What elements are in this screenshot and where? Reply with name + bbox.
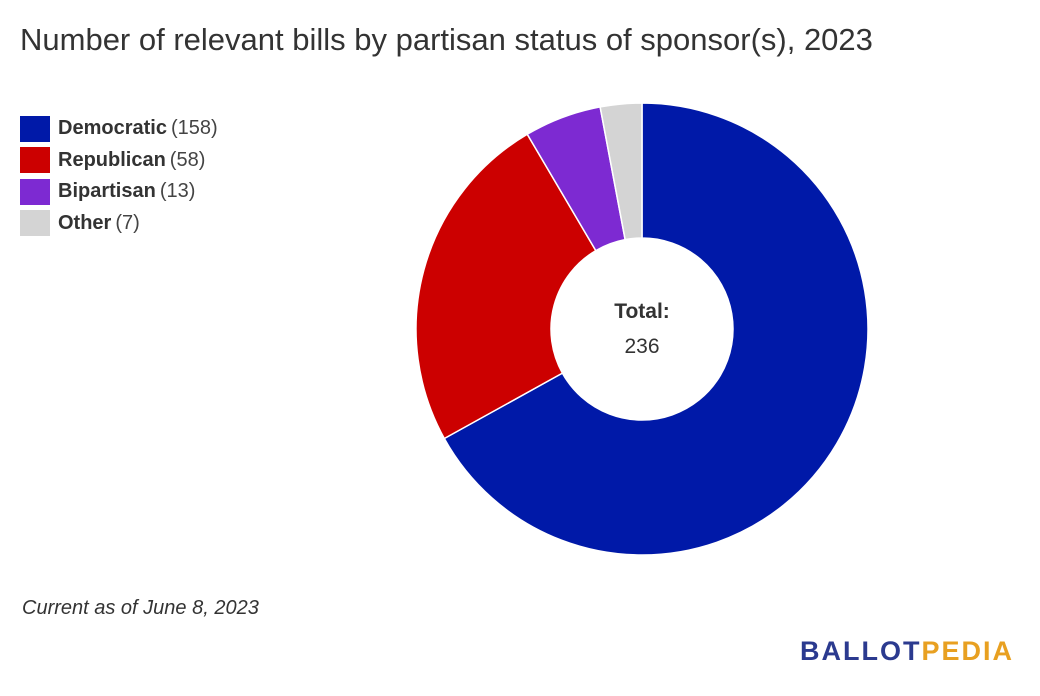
donut-slice-republican	[415, 133, 597, 440]
legend-label-democratic: Democratic	[58, 117, 167, 140]
legend-count-bipartisan: (13)	[159, 180, 196, 203]
logo-text-ballot: BALLOT	[799, 636, 922, 666]
center-total-value: 236	[624, 335, 659, 358]
donut-slice-other	[599, 102, 643, 241]
logo-text-pedia: PEDIA	[921, 636, 1014, 666]
legend-item-democratic: Democratic (158)	[20, 113, 218, 145]
legend-swatch-republican	[20, 147, 50, 174]
legend-item-republican: Republican (58)	[20, 145, 218, 177]
donut-slice-democratic	[443, 102, 869, 556]
ballotpedia-logo: BALLOTPEDIA	[800, 636, 1014, 667]
legend-label-republican: Republican	[58, 148, 166, 171]
legend: Democratic (158) Republican (58) Biparti…	[20, 113, 218, 239]
legend-item-other: Other (7)	[20, 208, 218, 240]
center-total-label: Total:	[614, 300, 670, 323]
legend-swatch-other	[20, 210, 50, 237]
legend-count-democratic: (158)	[170, 117, 218, 140]
legend-item-bipartisan: Bipartisan (13)	[20, 176, 218, 208]
legend-swatch-democratic	[20, 115, 50, 142]
legend-label-bipartisan: Bipartisan	[58, 180, 156, 203]
footnote: Current as of June 8, 2023	[22, 597, 259, 619]
legend-label-other: Other	[58, 211, 112, 234]
legend-swatch-bipartisan	[20, 178, 50, 205]
legend-count-republican: (58)	[169, 148, 206, 171]
legend-count-other: (7)	[115, 211, 140, 234]
chart-title: Number of relevant bills by partisan sta…	[20, 22, 873, 57]
donut-slices	[415, 102, 869, 556]
